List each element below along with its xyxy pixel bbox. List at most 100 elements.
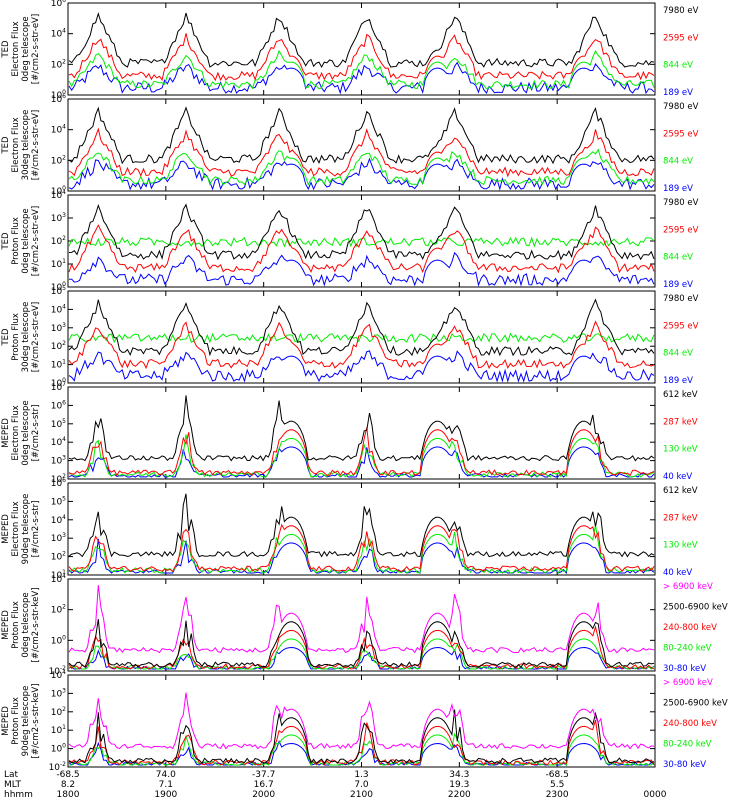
- y-axis-label: TED: [1, 40, 11, 59]
- legend-entry: 240-800 keV: [663, 623, 717, 633]
- legend-entry: 189 eV: [663, 88, 693, 98]
- x-row-label: Lat: [4, 770, 19, 780]
- legend-entry: 130 keV: [663, 445, 698, 455]
- legend-entry: 189 eV: [663, 280, 693, 290]
- legend-entry: 2595 eV: [663, 225, 699, 235]
- legend-entry: > 6900 keV: [663, 582, 713, 592]
- y-axis-label: Proton Flux: [11, 601, 21, 649]
- y-tick-label: 10-2: [49, 665, 67, 677]
- legend-entry: 7980 eV: [663, 294, 699, 304]
- y-axis-label: [#/cm2-s-str]: [31, 405, 41, 462]
- y-tick-label: 100: [51, 743, 66, 755]
- series-line-red: [68, 320, 655, 370]
- y-tick-label: 101: [51, 258, 66, 270]
- x-tick-label: 74.0: [156, 770, 176, 780]
- legend-entry: 30-80 keV: [663, 760, 706, 770]
- series-line-black: [68, 203, 655, 261]
- x-tick-label: 1.3: [354, 770, 368, 780]
- series-line-green: [68, 434, 655, 478]
- y-tick-label: 106: [51, 477, 66, 489]
- y-axis-label: 0deg telescope: [21, 592, 31, 657]
- x-tick-label: 2300: [546, 790, 569, 800]
- legend-entry: 40 keV: [663, 472, 692, 482]
- y-tick-label: 102: [51, 473, 66, 485]
- y-axis-label: [#/cm2-s-str-keV]: [31, 684, 41, 759]
- series-line-green: [69, 732, 655, 767]
- y-axis-label: 30deg telescope: [21, 302, 31, 373]
- x-tick-label: 16.7: [254, 780, 274, 790]
- y-tick-label: 102: [51, 340, 66, 352]
- x-tick-label: 7.0: [354, 780, 369, 790]
- legend-entry: 2595 eV: [663, 33, 699, 43]
- y-tick-label: 107: [51, 381, 66, 393]
- y-axis-label: [#/cm2-s-str-eV]: [31, 110, 41, 180]
- series-line-green: [68, 525, 655, 574]
- legend-entry: 2595 eV: [663, 321, 699, 331]
- legend-entry: 7980 eV: [663, 198, 699, 208]
- y-tick-label: 102: [51, 58, 66, 70]
- y-axis-label: 90deg telescope: [21, 494, 31, 565]
- y-tick-label: 103: [51, 322, 66, 334]
- x-tick-label: 5.5: [550, 780, 564, 790]
- y-axis-label: MEPED: [1, 418, 11, 448]
- series-line-red: [68, 427, 655, 477]
- x-tick-label: 2000: [252, 790, 275, 800]
- y-tick-label: 10-2: [49, 761, 67, 773]
- x-tick-label: 19.3: [449, 780, 469, 790]
- y-axis-label: Proton Flux: [11, 313, 21, 361]
- series-line-red: [68, 127, 655, 178]
- y-tick-label: 100: [51, 89, 66, 101]
- x-tick-label: 7.1: [159, 780, 173, 790]
- series-line-green: [68, 236, 655, 248]
- series-line-black: [68, 298, 655, 357]
- series-line-black: [68, 709, 655, 765]
- y-axis-label: Proton Flux: [11, 217, 21, 265]
- y-axis-label: Electron Flux: [11, 405, 21, 460]
- y-tick-label: 104: [51, 436, 66, 448]
- x-tick-label: 0000: [644, 790, 667, 800]
- y-tick-label: 103: [51, 455, 66, 467]
- y-tick-label: 104: [51, 28, 66, 40]
- y-tick-label: 106: [51, 0, 66, 9]
- y-axis-label: TED: [1, 328, 11, 347]
- x-tick-label: 2100: [350, 790, 373, 800]
- series-line-red: [68, 33, 655, 82]
- y-tick-label: 101: [51, 359, 66, 371]
- legend-entry: 287 keV: [663, 513, 698, 523]
- series-line-red: [68, 523, 655, 573]
- y-axis-label: 0deg telescope: [21, 16, 31, 81]
- legend-entry: 2500-6900 keV: [663, 603, 728, 613]
- y-tick-label: 104: [51, 669, 66, 681]
- series-line-blue: [68, 538, 655, 575]
- y-tick-label: 103: [51, 212, 66, 224]
- legend-entry: 844 eV: [663, 157, 693, 167]
- y-tick-label: 100: [51, 377, 66, 389]
- y-axis-label: Electron Flux: [11, 501, 21, 556]
- legend-entry: 844 eV: [663, 61, 693, 71]
- y-tick-label: 100: [51, 185, 66, 197]
- series-line-green: [68, 49, 655, 90]
- series-line-magenta: [68, 692, 655, 750]
- y-tick-label: 106: [51, 93, 66, 105]
- y-tick-label: 105: [51, 285, 66, 297]
- legend-entry: 80-240 keV: [663, 644, 712, 654]
- y-axis-label: 0deg telescope: [21, 208, 31, 273]
- legend-entry: 7980 eV: [663, 6, 699, 16]
- panel-5: 102 103 104 105 106 107 MEPED Electron Flux 0deg…: [1, 381, 698, 485]
- y-axis-label: TED: [1, 136, 11, 155]
- legend-entry: > 6900 keV: [663, 678, 713, 688]
- panel-1: 100 102 104 106 TED Electron Flux 0deg telesco…: [1, 0, 699, 101]
- y-axis-label: 0deg telescope: [21, 400, 31, 465]
- legend-entry: 612 keV: [663, 390, 698, 400]
- y-tick-label: 103: [51, 687, 66, 699]
- legend-entry: 2595 eV: [663, 129, 699, 139]
- series-line-blue: [69, 251, 655, 287]
- y-tick-label: 104: [51, 189, 66, 201]
- x-axis-annotations: LatMLThhmm2025-68.58.21800Feb 2474.07.11…: [4, 770, 667, 800]
- legend-entry: 189 eV: [663, 376, 693, 386]
- y-tick-label: 105: [51, 418, 66, 430]
- legend-entry: 80-240 keV: [663, 740, 712, 750]
- series-line-green: [68, 638, 655, 671]
- y-axis-label: TED: [1, 232, 11, 251]
- x-row-label: MLT: [4, 780, 22, 790]
